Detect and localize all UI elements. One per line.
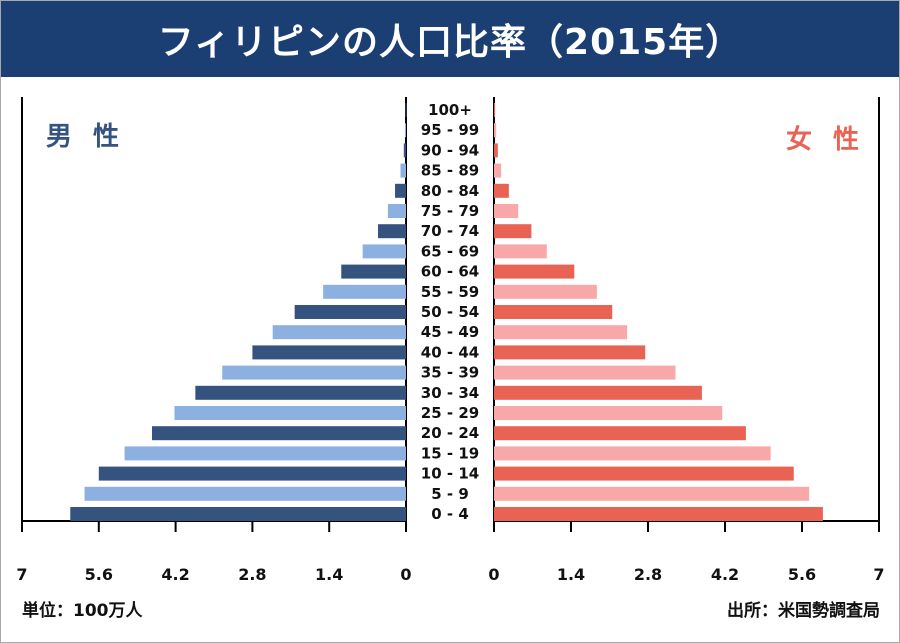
age-label: 100+ [428, 101, 472, 119]
female-series-label: 女 性 [786, 124, 865, 155]
female-tick-label: 0 [488, 565, 499, 584]
male-bar-50-54 [294, 305, 406, 319]
male-bar-75-79 [387, 204, 406, 218]
age-label: 15 - 19 [421, 444, 479, 462]
female-bar-50-54 [494, 305, 613, 319]
age-label: 35 - 39 [421, 364, 479, 382]
male-bar-25-29 [174, 406, 406, 420]
female-bar-55-59 [494, 284, 597, 299]
female-bar-65-69 [494, 244, 547, 259]
male-bar-90-94 [403, 143, 406, 158]
male-bar-55-59 [323, 284, 406, 299]
female-bar-90-94 [494, 143, 498, 158]
female-bar-100+ [494, 103, 496, 117]
male-bar-85-89 [400, 163, 406, 178]
female-bar-5-9 [494, 486, 810, 501]
male-bars [70, 103, 407, 521]
male-bar-100+ [405, 103, 407, 117]
female-bar-70-74 [494, 224, 532, 239]
female-bar-45-49 [494, 325, 628, 340]
male-bar-45-49 [272, 325, 406, 340]
female-bar-40-44 [494, 345, 646, 360]
age-labels: 100+ 95 - 99 90 - 94 85 - 89 80 - 84 75 - 79 7… [421, 101, 479, 523]
female-bar-80-84 [494, 183, 509, 198]
age-label: 85 - 89 [421, 162, 479, 180]
female-bar-75-79 [494, 204, 519, 218]
female-tick-label: 5.6 [788, 565, 816, 584]
male-tick-label: 7 [16, 565, 27, 584]
age-label: 50 - 54 [421, 303, 479, 321]
female-bar-25-29 [494, 406, 723, 420]
female-tick-label: 2.8 [634, 565, 662, 584]
chart-title: フィリピンの人口比率（2015年） [157, 22, 743, 63]
female-bars [494, 103, 823, 521]
age-label: 90 - 94 [421, 141, 479, 159]
age-label: 20 - 24 [421, 424, 479, 442]
source-note: 出所：米国勢調査局 [727, 601, 880, 621]
male-bar-10-14 [98, 466, 407, 481]
age-label: 80 - 84 [421, 182, 479, 200]
female-tick-label: 1.4 [557, 565, 585, 584]
female-bar-15-19 [494, 446, 771, 461]
male-tick-label: 5.6 [85, 565, 113, 584]
female-bar-95-99 [494, 123, 497, 138]
age-label: 10 - 14 [421, 465, 479, 483]
female-bar-30-34 [494, 385, 702, 400]
female-bar-20-24 [494, 426, 746, 441]
age-label: 65 - 69 [421, 242, 479, 260]
age-label: 30 - 34 [421, 384, 479, 402]
age-label: 5 - 9 [431, 485, 469, 503]
age-label: 60 - 64 [421, 263, 479, 281]
age-label: 25 - 29 [421, 404, 479, 422]
male-tick-label: 2.8 [238, 565, 266, 584]
male-bar-20-24 [152, 426, 406, 441]
male-bar-40-44 [252, 345, 406, 360]
male-bar-60-64 [341, 264, 406, 279]
male-bar-35-39 [222, 365, 406, 380]
female-bar-0-4 [494, 507, 823, 521]
female-bar-10-14 [494, 466, 794, 481]
male-bar-15-19 [124, 446, 406, 461]
female-tick-label: 7 [873, 565, 884, 584]
age-label: 95 - 99 [421, 121, 479, 139]
female-bar-35-39 [494, 365, 676, 380]
male-tick-label: 0 [400, 565, 411, 584]
female-tick-label: 4.2 [711, 565, 739, 584]
male-tick-label: 1.4 [315, 565, 343, 584]
male-bar-5-9 [84, 486, 406, 501]
unit-note: 単位：100万人 [22, 601, 143, 621]
age-label: 0 - 4 [431, 505, 469, 523]
age-label: 55 - 59 [421, 283, 479, 301]
male-bar-95-99 [404, 123, 406, 138]
female-bar-85-89 [494, 163, 502, 178]
male-x-ticks: 7 5.6 4.2 2.8 1.4 0 [16, 521, 412, 584]
male-bar-65-69 [362, 244, 406, 259]
male-bar-70-74 [378, 224, 406, 239]
female-x-ticks: 0 1.4 2.8 4.2 5.6 7 [488, 521, 885, 584]
title-bar: フィリピンの人口比率（2015年） [1, 1, 899, 77]
male-tick-label: 4.2 [161, 565, 189, 584]
age-label: 70 - 74 [421, 222, 479, 240]
age-label: 40 - 44 [421, 343, 479, 361]
female-bar-60-64 [494, 264, 575, 279]
age-label: 75 - 79 [421, 202, 479, 220]
male-series-label: 男 性 [46, 122, 125, 152]
male-bar-0-4 [70, 507, 406, 521]
male-bar-80-84 [395, 183, 406, 198]
male-bar-30-34 [195, 385, 406, 400]
age-label: 45 - 49 [421, 323, 479, 341]
